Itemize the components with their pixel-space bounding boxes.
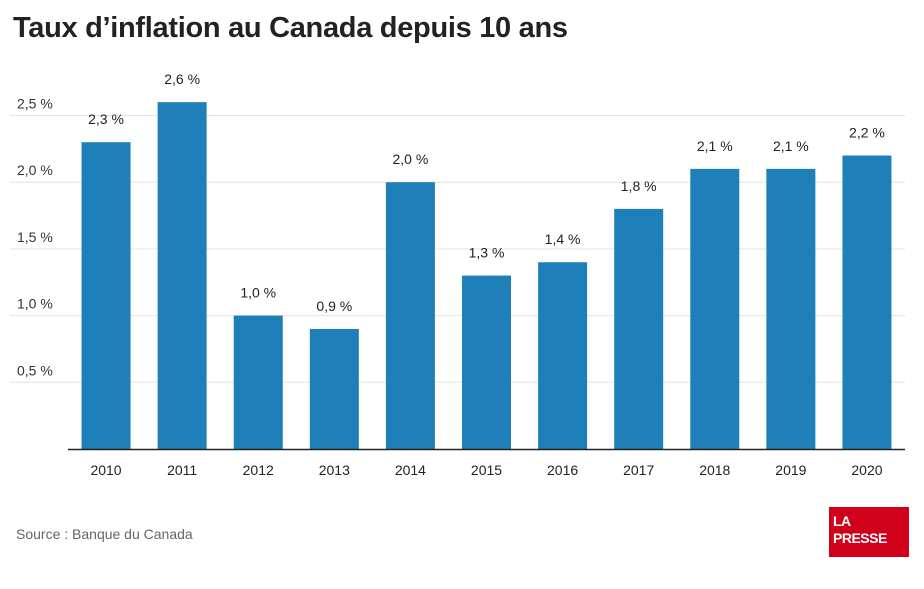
y-tick-label: 1,0 % — [17, 296, 53, 312]
data-label: 2,3 % — [88, 111, 124, 127]
data-label: 1,8 % — [621, 178, 657, 194]
data-label: 0,9 % — [316, 298, 352, 314]
bar — [385, 182, 435, 449]
x-tick-label: 2012 — [243, 462, 274, 478]
x-tick-label: 2019 — [775, 462, 806, 478]
x-tick-label: 2010 — [90, 462, 121, 478]
la-presse-logo: LA PRESSE — [829, 507, 909, 557]
x-tick-label: 2020 — [851, 462, 882, 478]
y-tick-label: 2,0 % — [17, 162, 53, 178]
bar — [233, 315, 283, 449]
bar — [766, 168, 816, 450]
x-tick-label: 2015 — [471, 462, 502, 478]
data-label: 1,3 % — [469, 245, 505, 261]
data-label: 2,2 % — [849, 125, 885, 141]
data-label: 2,1 % — [697, 138, 733, 154]
x-tick-label: 2013 — [319, 462, 350, 478]
x-tick-label: 2014 — [395, 462, 426, 478]
y-tick-label: 1,5 % — [17, 229, 53, 245]
chart-title: Taux d’inflation au Canada depuis 10 ans — [13, 12, 568, 44]
bar — [462, 275, 511, 449]
bar — [538, 262, 588, 449]
x-axis-tick-labels: 2010 2011 2012 2013 2014 2015 2016 2017 2018 2019… — [90, 462, 882, 478]
y-tick-label: 2,5 % — [17, 96, 53, 112]
data-label: 1,0 % — [240, 285, 276, 301]
x-tick-label: 2018 — [699, 462, 730, 478]
x-tick-label: 2016 — [547, 462, 578, 478]
x-tick-label: 2017 — [623, 462, 654, 478]
logo-line-2: PRESSE — [833, 530, 887, 546]
bars — [81, 102, 892, 450]
x-tick-label: 2011 — [167, 462, 197, 478]
logo-line-1: LA — [833, 513, 851, 529]
bar — [842, 155, 892, 449]
bar — [614, 208, 664, 449]
data-label: 2,1 % — [773, 138, 809, 154]
y-axis-tick-labels: 0,5 % 1,0 % 1,5 % 2,0 % 2,5 % — [17, 96, 53, 379]
y-tick-label: 0,5 % — [17, 362, 53, 378]
bar — [690, 168, 740, 450]
bar — [81, 142, 131, 449]
source-note: Source : Banque du Canada — [16, 526, 193, 542]
data-label: 1,4 % — [545, 231, 581, 247]
data-labels: 2,3 % 2,6 % 1,0 % 0,9 % 2,0 % 1,3 % 1,4 % 1,8 %… — [88, 71, 885, 314]
data-label: 2,0 % — [393, 151, 429, 167]
bar — [157, 102, 207, 449]
data-label: 2,6 % — [164, 71, 200, 87]
bar — [309, 328, 359, 449]
